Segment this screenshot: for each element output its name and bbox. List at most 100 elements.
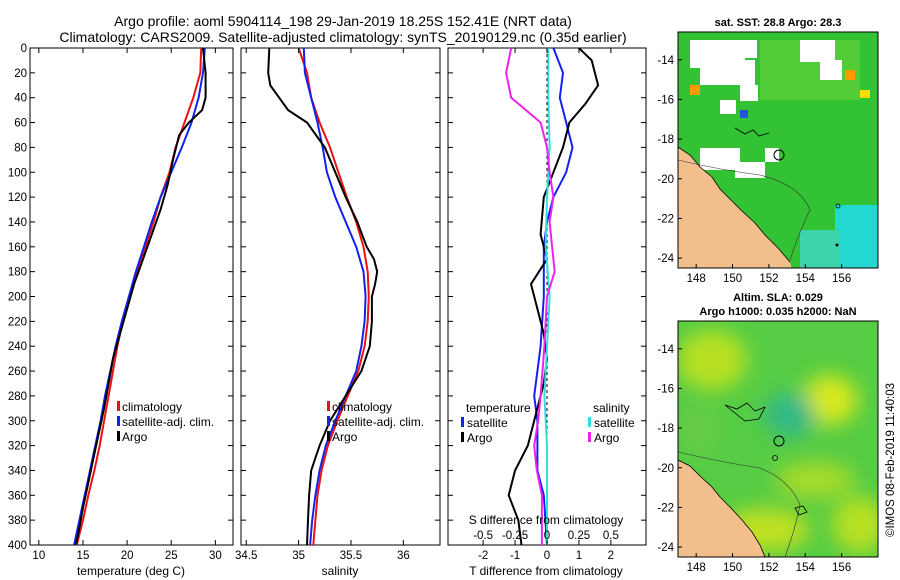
x-tick-label: 1 bbox=[576, 550, 582, 562]
map-y-tick-label: -22 bbox=[657, 502, 674, 514]
map-y-tick-label: -20 bbox=[657, 463, 674, 475]
y-tick-label: 140 bbox=[8, 217, 27, 229]
legend-s-satellite: satellite bbox=[594, 416, 635, 430]
series-argo bbox=[267, 48, 379, 545]
series-s-argo bbox=[505, 48, 556, 545]
sla-blob bbox=[802, 375, 858, 425]
difference-panel: -2 -1 0 1 2 -0.5 -0.25 0 0.25 0.5 S difference fr… bbox=[447, 47, 647, 578]
map-x-tick-label: 156 bbox=[832, 273, 851, 285]
x-tick-label: 34.5 bbox=[235, 550, 257, 562]
map-y-tick-label: -24 bbox=[657, 253, 674, 265]
x-tick-label: 35 bbox=[292, 550, 305, 562]
sla-map-image bbox=[678, 321, 878, 557]
salinity-ticks: 34.5 35 35.5 36 bbox=[235, 47, 440, 562]
y-tick-label: 240 bbox=[8, 341, 27, 353]
series-climatology bbox=[297, 48, 370, 545]
cloud-gap bbox=[800, 40, 835, 62]
cloud-gap bbox=[700, 60, 755, 85]
sla-blob bbox=[765, 393, 815, 437]
t-difference-xlabel: T difference from climatology bbox=[469, 564, 623, 578]
legend-argo: Argo bbox=[122, 430, 148, 444]
sst-argo-location bbox=[773, 149, 785, 161]
sst-reef-outline bbox=[835, 243, 839, 247]
sla-blob bbox=[775, 462, 855, 498]
difference-legend-temperature: temperature satellite Argo bbox=[461, 401, 531, 445]
legend-salinity-title: salinity bbox=[593, 401, 630, 415]
legend-mark-t-satellite bbox=[461, 417, 464, 427]
legend-t-argo: Argo bbox=[467, 431, 493, 445]
legend-argo: Argo bbox=[332, 430, 358, 444]
sst-map: sat. SST: 28.8 Argo: 28.3 bbox=[657, 17, 879, 285]
map-x-tick-label: 156 bbox=[832, 562, 851, 574]
sla-reef-outline bbox=[724, 402, 766, 422]
sst-patch-orange bbox=[690, 85, 700, 95]
y-tick-label: 180 bbox=[8, 267, 27, 279]
y-tick-label: 340 bbox=[8, 465, 27, 477]
y-tick-label: 320 bbox=[8, 441, 27, 453]
legend-climatology: climatology bbox=[332, 400, 392, 414]
sla-blob bbox=[680, 405, 720, 455]
map-x-tick-label: 148 bbox=[687, 273, 706, 285]
legend-mark-satellite-adj bbox=[327, 416, 330, 426]
map-x-tick-label: 150 bbox=[723, 273, 742, 285]
map-x-tick-label: 150 bbox=[723, 562, 742, 574]
temperature-ticks: 0 20 40 60 80 100 120 140 160 180 200 220 240 260 280 3… bbox=[8, 43, 233, 562]
legend-temperature-title: temperature bbox=[466, 401, 531, 415]
sla-map-ticks: 148 150 152 154 156 -14 -16 -18 -20 -22 -24 bbox=[657, 344, 851, 574]
temperature-legend: climatology satellite-adj. clim. Argo bbox=[117, 400, 214, 444]
sst-patch-cyan bbox=[835, 205, 878, 268]
salinity-legend: climatology satellite-adj. clim. Argo bbox=[327, 400, 424, 444]
sla-map-title-line1: Altim. SLA: 0.029 bbox=[733, 292, 823, 304]
series-s-satellite bbox=[543, 48, 551, 545]
cloud-gap bbox=[740, 85, 758, 101]
difference-legend-salinity: salinity satellite Argo bbox=[588, 401, 635, 445]
series-satellite-adj-clim- bbox=[302, 48, 367, 545]
map-y-tick-label: -18 bbox=[657, 423, 674, 435]
y-tick-label: 280 bbox=[8, 391, 27, 403]
temperature-xlabel: temperature (deg C) bbox=[77, 564, 185, 578]
sst-land bbox=[678, 147, 792, 268]
sla-reef-outline bbox=[794, 505, 808, 516]
legend-s-argo: Argo bbox=[594, 431, 620, 445]
salinity-lines bbox=[267, 48, 379, 545]
sst-map-frame bbox=[677, 31, 879, 269]
sla-coastline bbox=[678, 459, 766, 557]
sla-blob bbox=[678, 330, 747, 390]
x-tick-label: 25 bbox=[165, 550, 178, 562]
map-y-tick-label: -14 bbox=[657, 344, 674, 356]
y-tick-label: 80 bbox=[14, 142, 27, 154]
x-tick-label: 35.5 bbox=[340, 550, 362, 562]
chart-title-line1: Argo profile: aoml 5904114_198 29-Jan-20… bbox=[114, 13, 572, 29]
y-tick-label: 40 bbox=[14, 93, 27, 105]
map-y-tick-label: -16 bbox=[657, 383, 674, 395]
legend-climatology: climatology bbox=[122, 400, 182, 414]
legend-mark-climatology bbox=[117, 401, 120, 411]
salinity-xlabel: salinity bbox=[322, 564, 359, 578]
cloud-gap bbox=[735, 162, 765, 178]
y-tick-label: 160 bbox=[8, 242, 27, 254]
map-x-tick-label: 154 bbox=[796, 562, 816, 574]
series-t-argo bbox=[507, 48, 600, 545]
sst-map-title: sat. SST: 28.8 Argo: 28.3 bbox=[715, 17, 842, 29]
y-tick-label: 360 bbox=[8, 490, 27, 502]
legend-satellite-adj: satellite-adj. clim. bbox=[122, 415, 214, 429]
x-tick-label: 20 bbox=[121, 550, 134, 562]
sst-patch-orange bbox=[845, 70, 855, 80]
y-tick-label: 200 bbox=[8, 292, 27, 304]
sst-reef-outline bbox=[835, 203, 841, 209]
sst-coastline bbox=[678, 146, 791, 263]
map-x-tick-label: 152 bbox=[759, 273, 778, 285]
temperature-lines bbox=[73, 48, 207, 545]
x-tick-label: 15 bbox=[77, 550, 90, 562]
x-tick-label: -1 bbox=[510, 550, 520, 562]
sla-map: Altim. SLA: 0.029 Argo h1000: 0.035 h200… bbox=[657, 292, 879, 574]
difference-ticks: -2 -1 0 1 2 -0.5 -0.25 0 0.25 0.5 bbox=[448, 47, 646, 562]
s-tick-label: 0.5 bbox=[603, 530, 619, 542]
y-tick-label: 0 bbox=[21, 43, 27, 55]
y-tick-label: 380 bbox=[8, 515, 27, 527]
sst-patch-blue bbox=[740, 110, 748, 118]
cloud-gap bbox=[720, 100, 736, 114]
map-x-tick-label: 152 bbox=[759, 562, 778, 574]
map-y-tick-label: -24 bbox=[657, 542, 674, 554]
sla-blob bbox=[832, 497, 878, 553]
